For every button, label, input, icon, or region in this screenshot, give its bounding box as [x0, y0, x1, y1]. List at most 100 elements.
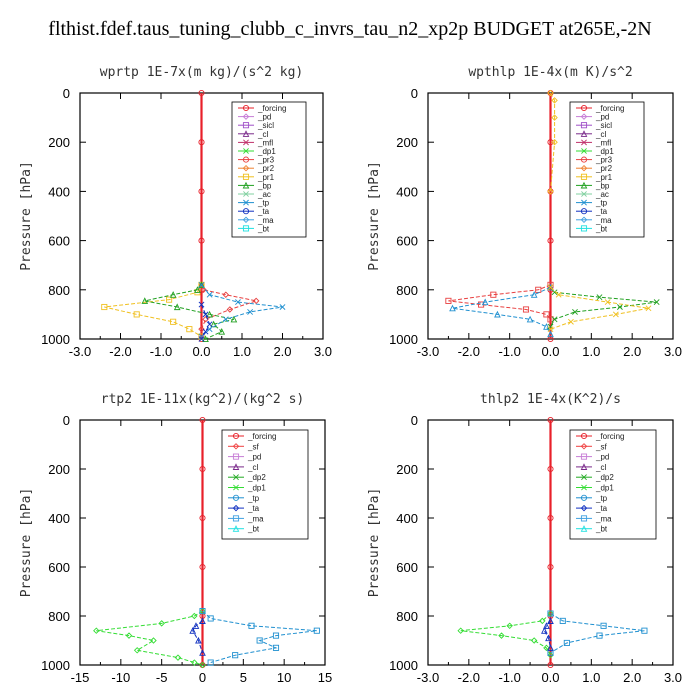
legend-label: _pd [595, 113, 609, 122]
x-tick-label: 3.0 [664, 344, 682, 359]
legend-marker [242, 216, 250, 224]
data-point [101, 303, 108, 311]
data-point [490, 291, 497, 298]
series-line-ta [192, 620, 203, 653]
x-tick-label: 3.0 [664, 670, 682, 685]
legend-marker [243, 139, 249, 146]
legend-label: _forcing [257, 104, 286, 113]
panel-title: rtp2 1E-11x(kg^2)/(kg^2 s) [101, 392, 305, 407]
legend-marker [581, 139, 587, 146]
x-tick-label: -15 [71, 670, 90, 685]
data-point [572, 309, 578, 315]
legend-marker [580, 216, 588, 224]
x-tick-label: 0.0 [192, 344, 210, 359]
legend-marker [580, 208, 588, 215]
legend-marker [233, 484, 239, 491]
legend-label: _pr1 [595, 173, 613, 182]
legend-label: _tp [257, 199, 270, 208]
legend-label: _pd [595, 453, 609, 462]
legend-marker [581, 474, 587, 481]
data-point [173, 303, 181, 311]
legend-marker [581, 191, 587, 197]
legend-marker [232, 443, 240, 450]
data-point [494, 310, 501, 318]
data-point [198, 281, 205, 288]
data-point [252, 297, 260, 305]
y-tick-label: 1000 [41, 332, 70, 347]
data-point [547, 237, 554, 244]
data-point [93, 627, 100, 634]
x-tick-label: 0.0 [541, 344, 559, 359]
legend-marker [580, 515, 588, 522]
x-tick-label: 0.0 [541, 670, 559, 685]
legend-label: _cl [595, 463, 606, 472]
y-tick-label: 400 [48, 184, 70, 199]
data-point [226, 306, 234, 313]
data-point [547, 284, 554, 291]
series-line-dp1 [460, 613, 551, 656]
data-point [541, 627, 548, 634]
data-point [457, 627, 464, 634]
data-point [191, 659, 198, 666]
x-tick-label: 10 [277, 670, 291, 685]
data-point [218, 328, 226, 335]
data-point [198, 281, 205, 288]
y-tick-label: 400 [48, 511, 70, 526]
legend-label: _dp1 [257, 147, 276, 156]
legend-marker [232, 463, 240, 470]
data-point [198, 325, 205, 333]
legend-label: _bp [595, 181, 610, 190]
data-point [202, 335, 209, 343]
legend-label: _tp [247, 494, 260, 503]
legend-marker [232, 494, 240, 501]
x-tick-label: -5 [156, 670, 168, 685]
legend-marker [580, 130, 588, 137]
data-point [547, 644, 554, 651]
legend-label: _mfl [257, 138, 273, 147]
data-point [600, 622, 607, 629]
legend-marker [580, 181, 588, 189]
data-point [174, 654, 182, 661]
data-point [200, 286, 207, 294]
data-point [481, 298, 489, 306]
legend-label: _bt [595, 224, 608, 233]
data-point [199, 649, 206, 656]
data-point [547, 330, 554, 338]
y-axis-label: Pressure [hPa] [367, 161, 382, 271]
data-point [596, 632, 603, 639]
legend-label: _dp2 [247, 473, 266, 482]
y-tick-label: 400 [396, 184, 418, 199]
data-point [133, 311, 140, 318]
y-axis-label: Pressure [hPa] [19, 161, 34, 271]
series-line-tp [550, 613, 645, 654]
data-point [222, 291, 230, 298]
x-tick-label: 2.0 [623, 670, 641, 685]
legend-marker [232, 504, 240, 512]
y-axis-label: Pressure [hPa] [367, 488, 382, 598]
data-point [198, 237, 205, 244]
data-point [604, 299, 611, 306]
legend-marker [232, 453, 240, 460]
legend-marker [243, 148, 249, 154]
x-tick-label: 2.0 [623, 344, 641, 359]
y-tick-label: 0 [411, 86, 418, 101]
data-point [547, 651, 554, 659]
legend-marker [242, 173, 250, 180]
data-point [206, 321, 213, 328]
x-tick-label: 3.0 [314, 344, 332, 359]
data-point [207, 659, 214, 666]
legend-label: _mfl [595, 138, 611, 147]
legend-marker [242, 104, 250, 112]
chart-panel-1: wprtp 1E-7x(m kg)/(s^2 kg) Pressure [hPa]… [19, 65, 332, 359]
x-tick-label: 1.0 [582, 344, 600, 359]
legend-label: _cl [247, 463, 258, 472]
data-point [522, 306, 530, 313]
y-tick-label: 0 [411, 413, 418, 428]
legend-marker [242, 181, 250, 189]
y-tick-label: 600 [396, 234, 418, 249]
data-point [198, 301, 205, 308]
y-tick-label: 200 [396, 462, 418, 477]
data-point [547, 139, 554, 146]
y-tick-label: 0 [63, 86, 70, 101]
legend-marker [580, 463, 588, 470]
